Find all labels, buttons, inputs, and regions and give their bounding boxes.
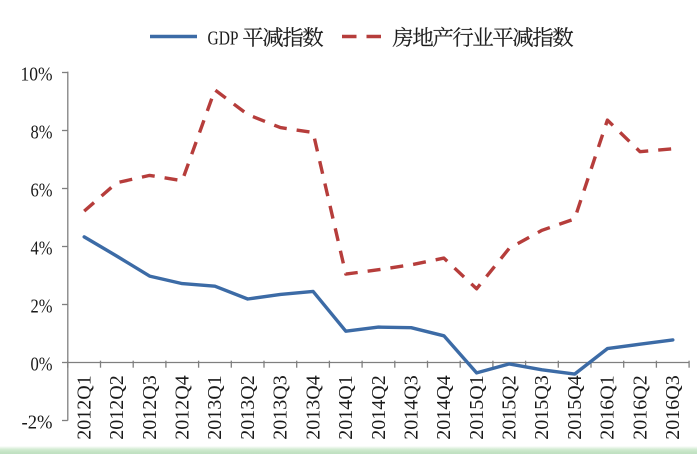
- svg-text:2012Q1: 2012Q1: [74, 375, 96, 439]
- svg-text:2015Q1: 2015Q1: [466, 375, 488, 439]
- svg-text:2013Q1: 2013Q1: [204, 375, 226, 439]
- svg-text:2016Q3: 2016Q3: [662, 375, 684, 439]
- svg-text:10%: 10%: [21, 64, 53, 86]
- svg-text:2012Q3: 2012Q3: [139, 375, 161, 439]
- svg-text:8%: 8%: [31, 122, 53, 144]
- svg-text:2015Q3: 2015Q3: [531, 375, 553, 439]
- svg-text:2012Q2: 2012Q2: [106, 375, 128, 439]
- svg-text:2016Q2: 2016Q2: [629, 375, 651, 439]
- svg-text:2015Q2: 2015Q2: [499, 375, 521, 439]
- svg-text:2013Q2: 2013Q2: [237, 375, 259, 439]
- svg-text:4%: 4%: [31, 238, 53, 260]
- svg-text:6%: 6%: [31, 180, 53, 202]
- svg-text:2013Q4: 2013Q4: [302, 375, 324, 439]
- svg-text:2014Q2: 2014Q2: [368, 375, 390, 439]
- svg-text:0%: 0%: [31, 354, 53, 376]
- svg-text:-2%: -2%: [22, 412, 53, 434]
- svg-text:2015Q4: 2015Q4: [564, 375, 586, 439]
- svg-text:2014Q1: 2014Q1: [335, 375, 357, 439]
- svg-text:2013Q3: 2013Q3: [270, 375, 292, 439]
- svg-text:2014Q3: 2014Q3: [401, 375, 423, 439]
- svg-text:2014Q4: 2014Q4: [433, 375, 455, 439]
- svg-text:2016Q1: 2016Q1: [597, 375, 619, 439]
- svg-text:GDP: GDP: [208, 28, 239, 50]
- svg-text:2012Q4: 2012Q4: [172, 375, 194, 439]
- svg-text:2%: 2%: [31, 296, 53, 318]
